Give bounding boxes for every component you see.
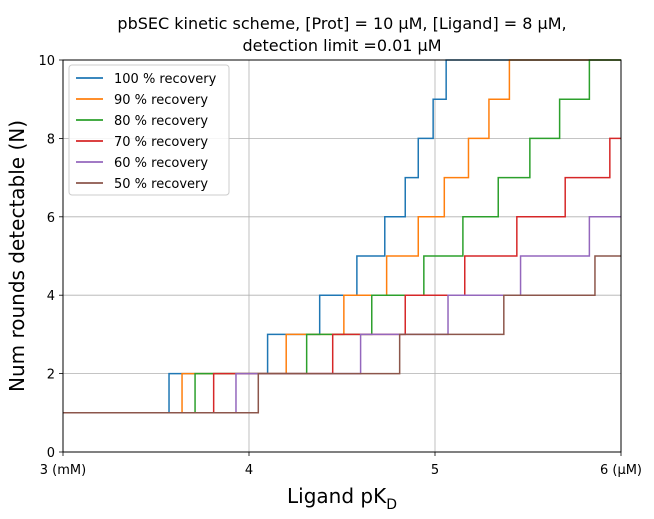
legend-label-3: 70 % recovery [114,135,208,150]
legend-label-1: 90 % recovery [114,93,208,108]
x-axis-label-subscript: D [386,497,397,513]
x-axis-ticks: 3 (mM) 4 5 6 (µM) [40,452,642,478]
y-tick-label-3: 6 [47,211,55,226]
series-line-0 [63,59,621,414]
x-axis-label-main: Ligand pK [287,484,387,508]
series-line-5 [63,255,621,414]
x-tick-label-2: 5 [431,463,439,478]
y-tick-label-2: 4 [47,289,55,304]
x-axis-label: Ligand pKD [287,484,397,513]
series-lines [63,59,621,414]
plot-frame [62,59,622,453]
y-tick-label-4: 8 [47,132,55,147]
y-tick-label-5: 10 [38,54,55,69]
legend-label-2: 80 % recovery [114,114,208,129]
legend: 100 % recovery 90 % recovery 80 % recovery… [68,64,230,196]
y-axis-ticks: 0 2 4 6 8 10 [38,54,63,461]
legend-box [68,64,230,196]
x-tick-label-3: 6 (µM) [600,463,642,478]
legend-label-0: 100 % recovery [114,72,217,87]
series-line-2 [63,59,621,414]
legend-label-5: 50 % recovery [114,177,208,192]
x-tick-label-1: 4 [245,463,253,478]
chart-subtitle: detection limit =0.01 µM [242,36,441,55]
y-tick-label-0: 0 [47,446,55,461]
x-tick-label-0: 3 (mM) [40,463,86,478]
series-line-4 [63,216,621,414]
series-line-1 [63,59,621,414]
legend-label-4: 60 % recovery [114,156,208,171]
y-tick-label-1: 2 [47,368,55,383]
chart-title: pbSEC kinetic scheme, [Prot] = 10 µM, [L… [117,14,566,33]
y-axis-label: Num rounds detectable (N) [5,120,29,392]
